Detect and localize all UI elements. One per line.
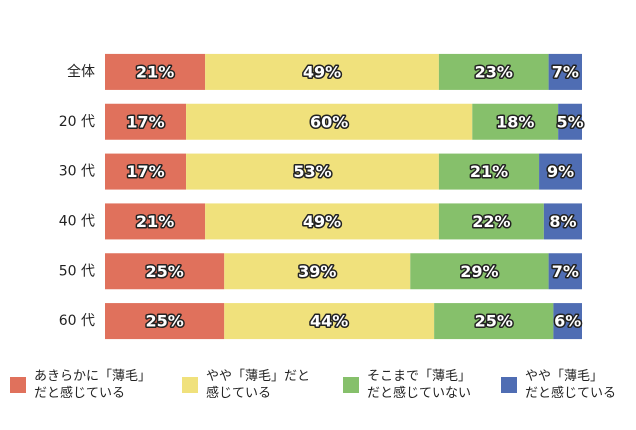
plot: 全体 21% 49% 23% 7% 20 代 17% 60% 18% 5% 30 代 17% 53% 21… (59, 53, 585, 340)
value-label: 21% (136, 62, 174, 81)
value-label: 49% (303, 62, 341, 81)
y-tick-label: 20 代 (59, 114, 95, 130)
value-label: 18% (496, 112, 534, 131)
bar-segment (186, 103, 473, 140)
legend-item: そこまで「薄毛」 だと感じていない (343, 368, 471, 402)
bar-segment (438, 153, 540, 190)
legend-swatch (501, 377, 517, 393)
legend-label: そこまで「薄毛」 だと感じていない (367, 369, 472, 401)
value-label: 8% (549, 212, 576, 231)
legend-swatch (343, 377, 359, 393)
bar-segment (105, 53, 206, 90)
legend-label: やや「薄毛」だと 感じている (206, 369, 311, 401)
bar-segment (224, 303, 435, 340)
value-label: 7% (552, 262, 579, 281)
legend-label: あきらかに「薄毛」 だと感じている (34, 369, 152, 401)
bar-segment (105, 303, 225, 340)
value-label: 22% (472, 212, 510, 231)
bar-segment (186, 153, 439, 190)
bar-segment (472, 103, 559, 140)
value-label: 17% (126, 112, 164, 131)
value-label: 9% (547, 162, 574, 181)
bar-segment (224, 253, 411, 290)
bar-segment (548, 53, 582, 90)
y-tick-label: 50 代 (59, 263, 95, 279)
y-tick-label: 全体 (67, 63, 95, 80)
legend-item: やや「薄毛」 だと感じている (501, 368, 616, 402)
bar-segment (105, 103, 187, 140)
bar-segment (548, 253, 582, 290)
bar-segment (434, 303, 554, 340)
bar-segment (553, 303, 582, 340)
value-label: 23% (475, 62, 513, 81)
legend-label: やや「薄毛」 だと感じている (525, 369, 617, 401)
bar-segment (558, 103, 582, 140)
value-label: 44% (310, 312, 348, 331)
value-label: 5% (556, 112, 583, 131)
value-label: 53% (293, 162, 331, 181)
value-label: 7% (552, 62, 579, 81)
value-label: 17% (126, 162, 164, 181)
bar-segment (539, 153, 582, 190)
legend-item: やや「薄毛」だと 感じている (182, 368, 310, 402)
value-label: 49% (303, 212, 341, 231)
bar-segment (438, 53, 549, 90)
bar-segment (105, 153, 187, 190)
bar-segment (543, 203, 582, 240)
legend-item: あきらかに「薄毛」 だと感じている (10, 368, 151, 402)
value-label: 60% (310, 112, 348, 131)
legend-swatch (182, 377, 198, 393)
value-label: 21% (470, 162, 508, 181)
value-label: 25% (145, 312, 183, 331)
bar-segment (105, 203, 206, 240)
bar-segment (205, 53, 439, 90)
bar-segment (205, 203, 439, 240)
value-label: 39% (298, 262, 336, 281)
bar-segment (438, 203, 544, 240)
y-tick-label: 60 代 (59, 313, 95, 329)
value-label: 25% (145, 262, 183, 281)
legend-swatch (10, 377, 26, 393)
value-label: 21% (136, 212, 174, 231)
bar-segment (105, 253, 225, 290)
value-label: 29% (460, 262, 498, 281)
y-tick-label: 30 代 (59, 164, 95, 180)
value-label: 25% (475, 312, 513, 331)
bar-segment (410, 253, 549, 290)
y-tick-label: 40 代 (59, 213, 95, 229)
value-label: 6% (554, 312, 581, 331)
